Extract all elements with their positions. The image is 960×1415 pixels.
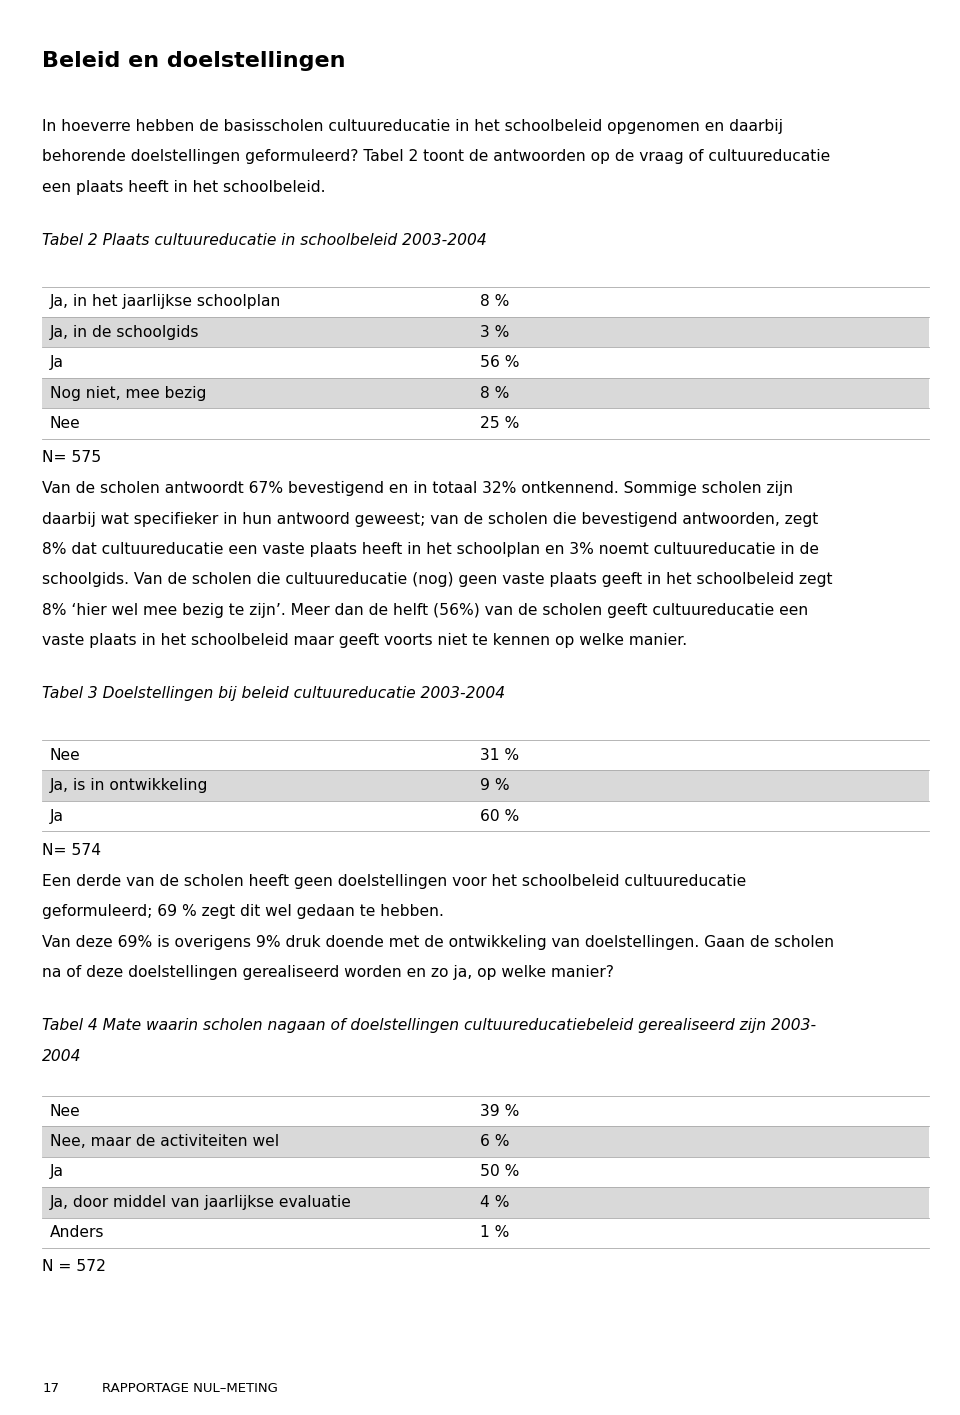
Text: 17: 17 <box>42 1382 60 1395</box>
Text: 56 %: 56 % <box>480 355 519 371</box>
Text: 1 %: 1 % <box>480 1225 510 1241</box>
Text: Van deze 69% is overigens 9% druk doende met de ontwikkeling van doelstellingen.: Van deze 69% is overigens 9% druk doende… <box>42 934 834 949</box>
Text: Van de scholen antwoordt 67% bevestigend en in totaal 32% ontkennend. Sommige sc: Van de scholen antwoordt 67% bevestigend… <box>42 481 793 497</box>
Text: N= 575: N= 575 <box>42 450 102 466</box>
Text: Nee: Nee <box>50 1104 81 1119</box>
Text: 8% ‘hier wel mee bezig te zijn’. Meer dan de helft (56%) van de scholen geeft cu: 8% ‘hier wel mee bezig te zijn’. Meer da… <box>42 603 808 618</box>
Bar <box>42 317 929 347</box>
Text: 39 %: 39 % <box>480 1104 519 1119</box>
Text: 60 %: 60 % <box>480 808 519 824</box>
Text: 6 %: 6 % <box>480 1133 510 1149</box>
Text: Ja, door middel van jaarlijkse evaluatie: Ja, door middel van jaarlijkse evaluatie <box>50 1194 351 1210</box>
Text: Nog niet, mee bezig: Nog niet, mee bezig <box>50 385 206 400</box>
Text: 31 %: 31 % <box>480 747 519 763</box>
Text: Beleid en doelstellingen: Beleid en doelstellingen <box>42 51 346 71</box>
Text: Ja: Ja <box>50 355 64 371</box>
Bar <box>42 1187 929 1217</box>
Text: In hoeverre hebben de basisscholen cultuureducatie in het schoolbeleid opgenomen: In hoeverre hebben de basisscholen cultu… <box>42 119 783 134</box>
Text: N= 574: N= 574 <box>42 842 102 857</box>
Text: Tabel 3 Doelstellingen bij beleid cultuureducatie 2003-2004: Tabel 3 Doelstellingen bij beleid cultuu… <box>42 686 505 702</box>
Bar <box>42 770 929 801</box>
Bar <box>42 1126 929 1157</box>
Text: Tabel 4 Mate waarin scholen nagaan of doelstellingen cultuureducatiebeleid gerea: Tabel 4 Mate waarin scholen nagaan of do… <box>42 1019 816 1033</box>
Text: Een derde van de scholen heeft geen doelstellingen voor het schoolbeleid cultuur: Een derde van de scholen heeft geen doel… <box>42 873 747 889</box>
Text: 25 %: 25 % <box>480 416 519 432</box>
Text: na of deze doelstellingen gerealiseerd worden en zo ja, op welke manier?: na of deze doelstellingen gerealiseerd w… <box>42 965 614 981</box>
Text: N = 572: N = 572 <box>42 1259 107 1275</box>
Text: Nee: Nee <box>50 747 81 763</box>
Text: behorende doelstellingen geformuleerd? Tabel 2 toont de antwoorden op de vraag o: behorende doelstellingen geformuleerd? T… <box>42 150 830 164</box>
Text: Nee: Nee <box>50 416 81 432</box>
Text: 3 %: 3 % <box>480 324 510 340</box>
Text: vaste plaats in het schoolbeleid maar geeft voorts niet te kennen op welke manie: vaste plaats in het schoolbeleid maar ge… <box>42 633 687 648</box>
Text: geformuleerd; 69 % zegt dit wel gedaan te hebben.: geformuleerd; 69 % zegt dit wel gedaan t… <box>42 904 444 920</box>
Text: Ja, is in ontwikkeling: Ja, is in ontwikkeling <box>50 778 208 794</box>
Text: 4 %: 4 % <box>480 1194 510 1210</box>
Text: Ja: Ja <box>50 1165 64 1180</box>
Text: 8% dat cultuureducatie een vaste plaats heeft in het schoolplan en 3% noemt cult: 8% dat cultuureducatie een vaste plaats … <box>42 542 819 558</box>
Text: Anders: Anders <box>50 1225 105 1241</box>
Text: Tabel 2 Plaats cultuureducatie in schoolbeleid 2003-2004: Tabel 2 Plaats cultuureducatie in school… <box>42 232 487 248</box>
Bar <box>42 378 929 408</box>
Text: Ja, in de schoolgids: Ja, in de schoolgids <box>50 324 200 340</box>
Text: Nee, maar de activiteiten wel: Nee, maar de activiteiten wel <box>50 1133 279 1149</box>
Text: 8 %: 8 % <box>480 294 510 310</box>
Text: Ja: Ja <box>50 808 64 824</box>
Text: 50 %: 50 % <box>480 1165 519 1180</box>
Text: RAPPORTAGE NUL–METING: RAPPORTAGE NUL–METING <box>102 1382 277 1395</box>
Text: 9 %: 9 % <box>480 778 510 794</box>
Text: 2004: 2004 <box>42 1049 82 1064</box>
Text: Ja, in het jaarlijkse schoolplan: Ja, in het jaarlijkse schoolplan <box>50 294 281 310</box>
Text: daarbij wat specifieker in hun antwoord geweest; van de scholen die bevestigend : daarbij wat specifieker in hun antwoord … <box>42 512 819 526</box>
Text: een plaats heeft in het schoolbeleid.: een plaats heeft in het schoolbeleid. <box>42 180 325 195</box>
Text: schoolgids. Van de scholen die cultuureducatie (nog) geen vaste plaats geeft in : schoolgids. Van de scholen die cultuured… <box>42 572 832 587</box>
Text: 8 %: 8 % <box>480 385 510 400</box>
